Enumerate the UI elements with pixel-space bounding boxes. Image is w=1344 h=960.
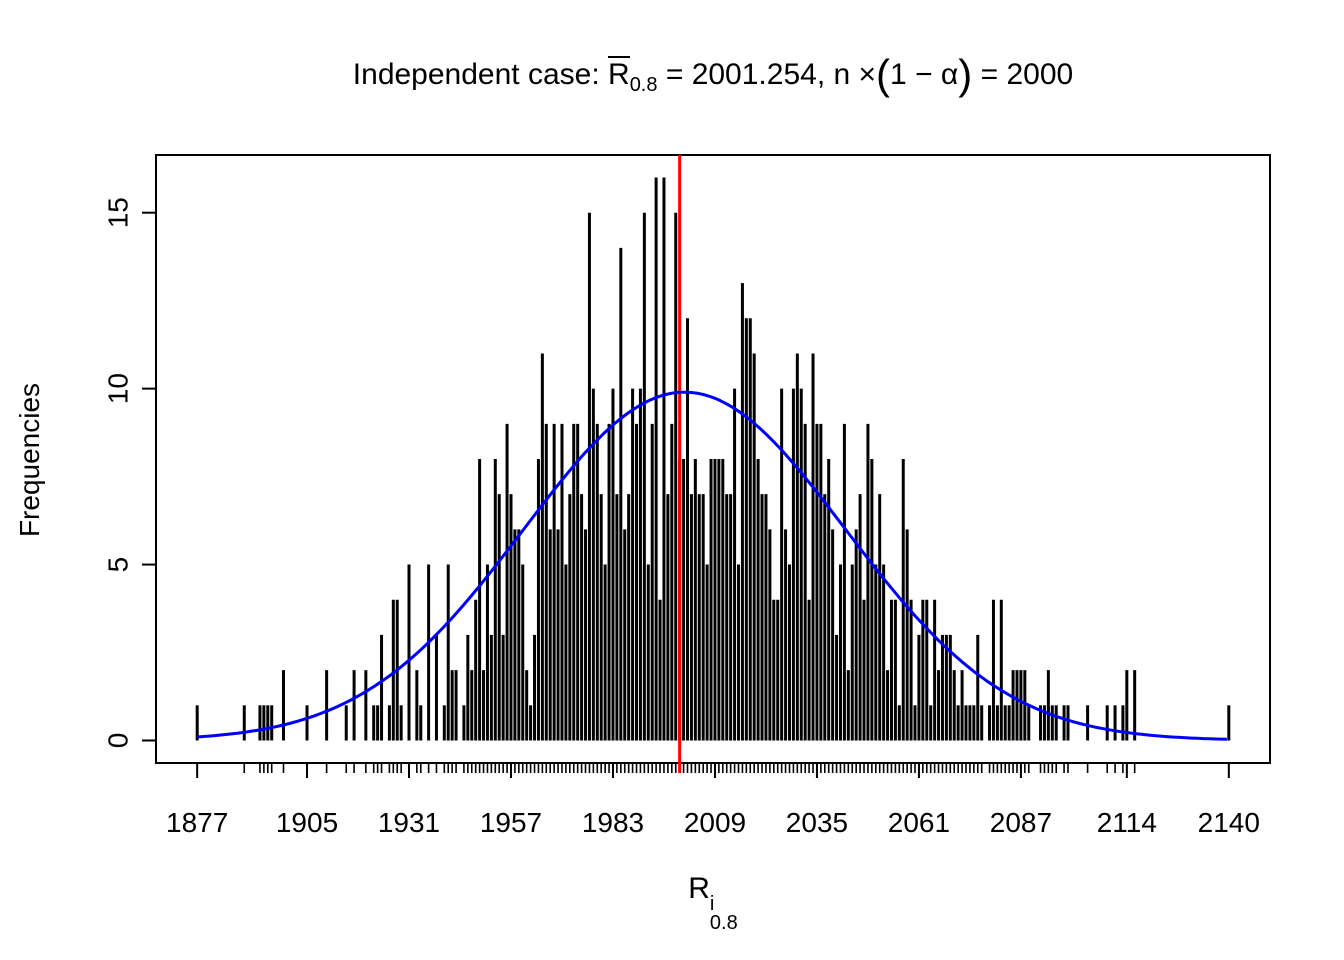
title-times-sign: × [858, 58, 877, 91]
y-axis-label: Frequencies [14, 382, 45, 538]
x-tick-label: 1957 [480, 807, 542, 838]
x-tick-label: 2140 [1198, 807, 1260, 838]
x-axis-label-scripts: i 0.8 [709, 893, 738, 934]
x-tick-label: 2114 [1097, 807, 1157, 838]
x-tick-label: 2009 [684, 807, 746, 838]
y-tick-label: 0 [103, 733, 134, 749]
title-mean-value: = 2001.254, n [657, 58, 859, 91]
x-tick-label: 2061 [888, 807, 950, 838]
title-rbar: R [608, 56, 630, 91]
x-tick-label: 2035 [786, 807, 848, 838]
x-tick-label: 1877 [166, 807, 228, 838]
y-tick-label: 5 [103, 557, 134, 573]
x-tick-label: 1905 [276, 807, 338, 838]
title-rbar-subscript: 0.8 [629, 74, 658, 96]
x-tick-label: 1931 [378, 807, 440, 838]
title-prefix: Independent case: [352, 58, 609, 91]
x-axis-label-subscript: 0.8 [709, 912, 738, 934]
title-alpha-expression: 1 − α [890, 58, 959, 91]
x-tick-label: 2087 [990, 807, 1052, 838]
y-tick-label: 10 [103, 373, 134, 404]
x-axis-label-superscript: i [709, 893, 715, 915]
plot-title: Independent case: R0.8 = 2001.254, n ×(1… [156, 54, 1270, 97]
x-axis-label-base: R [688, 872, 710, 905]
title-paren-open: ( [876, 51, 891, 98]
y-tick-label: 15 [103, 197, 134, 228]
title-suffix: = 2000 [972, 58, 1074, 91]
x-tick-label: 1983 [582, 807, 644, 838]
normal-density-curve [197, 390, 1227, 741]
title-paren-close: ) [958, 51, 973, 98]
plot-box [155, 154, 1271, 764]
